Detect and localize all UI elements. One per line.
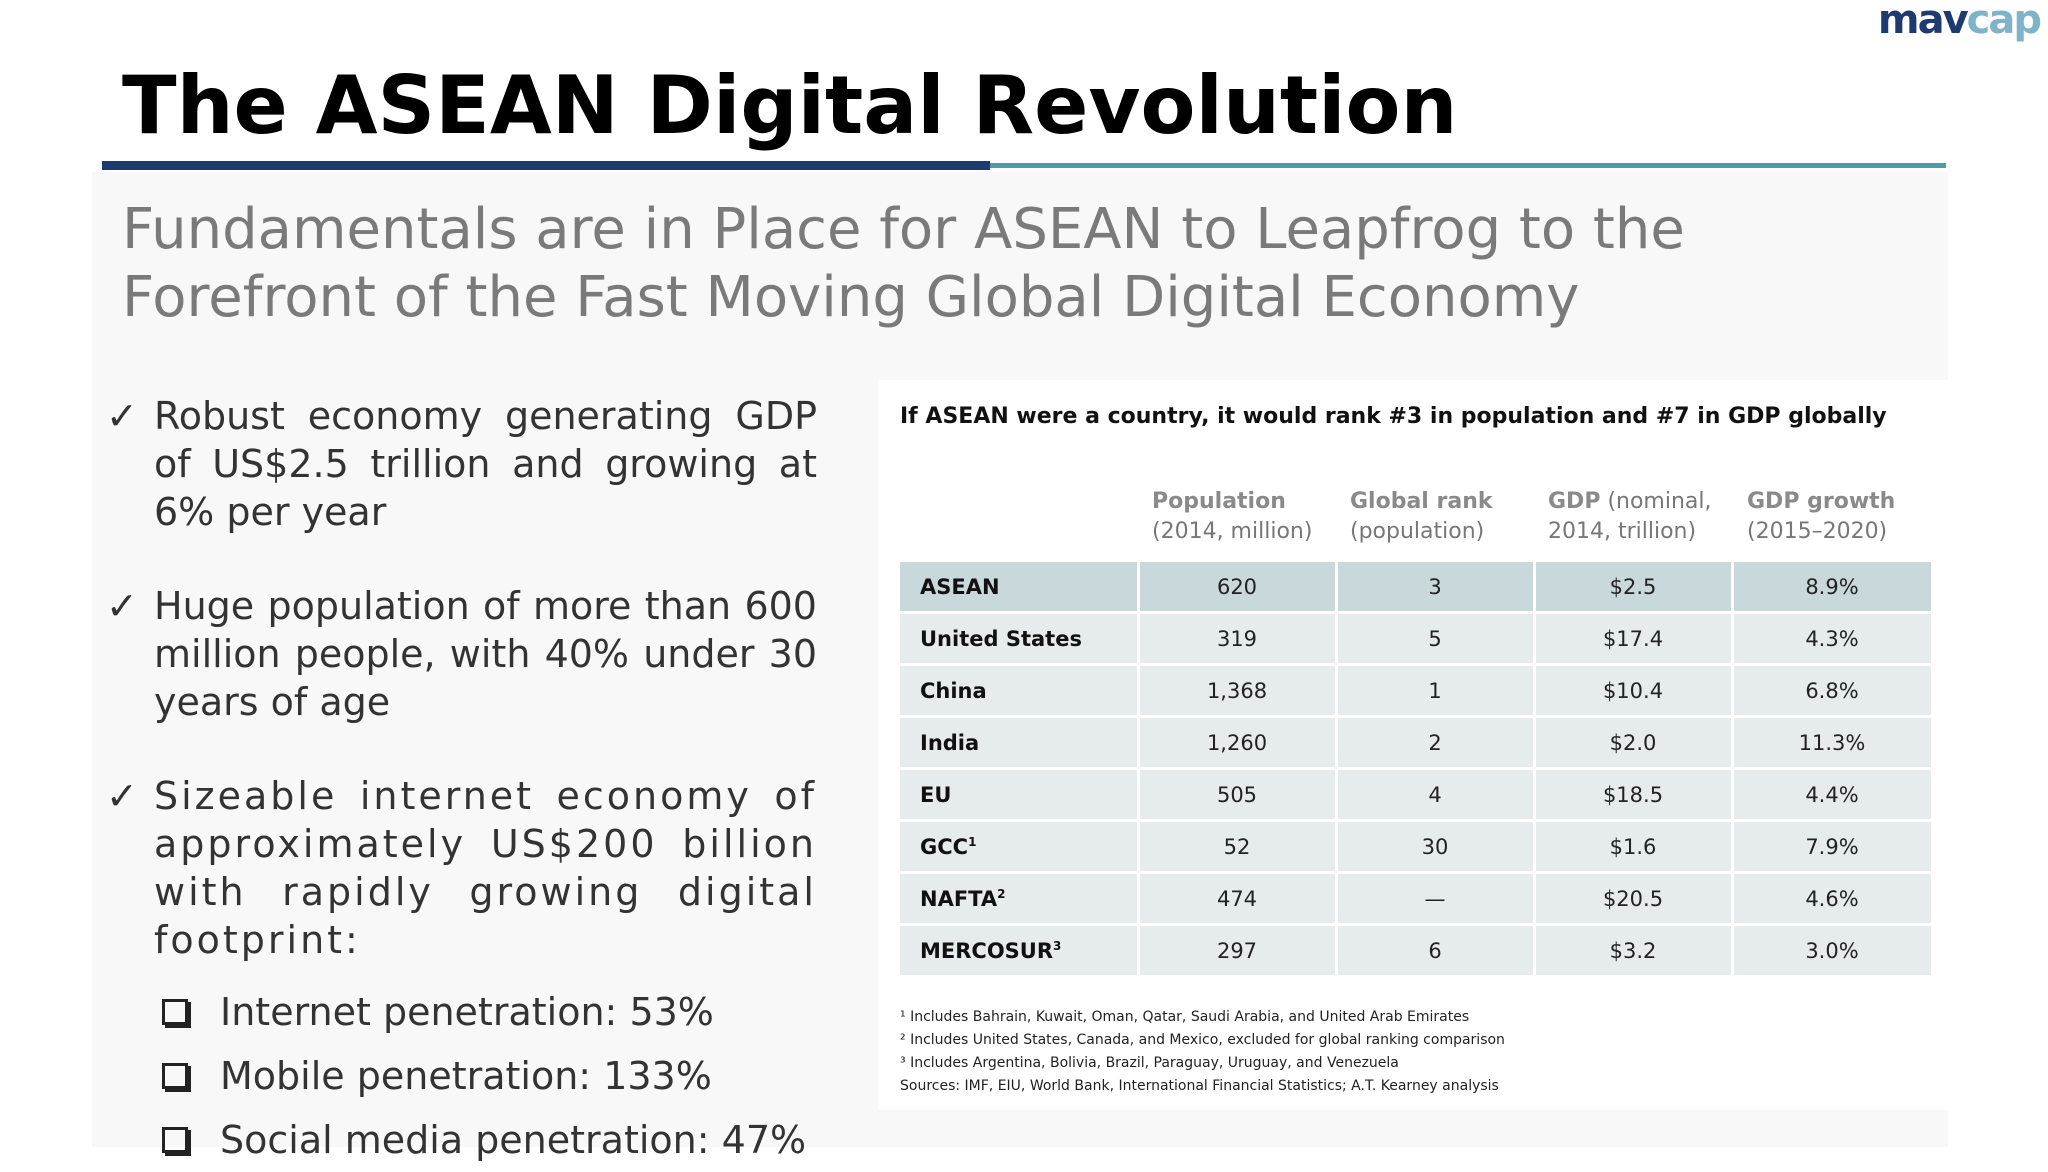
gdp-growth-cell: 4.6% <box>1732 872 1934 926</box>
subitem-label: Social media penetration: <box>220 1118 710 1162</box>
rank-cell: 3 <box>1336 562 1536 614</box>
population-cell: 505 <box>1138 768 1338 822</box>
population-cell: 319 <box>1138 612 1338 666</box>
region-name-cell: EU <box>900 768 1140 822</box>
subitem-value: 53% <box>629 990 714 1034</box>
footnotes: ¹ Includes Bahrain, Kuwait, Oman, Qatar,… <box>900 1006 1505 1098</box>
subitem-label: Mobile penetration: <box>220 1054 592 1098</box>
checkbox-square-icon <box>162 999 188 1025</box>
title-underline-navy <box>102 161 990 170</box>
rank-cell: 2 <box>1336 716 1536 770</box>
checkmark-icon: ✓ <box>106 394 138 438</box>
table-row: India 1,260 2 $2.0 11.3% <box>900 716 1934 770</box>
region-name-cell: MERCOSUR3 <box>900 924 1140 978</box>
gdp-cell: $2.5 <box>1534 562 1734 614</box>
footnote: ³ Includes Argentina, Bolivia, Brazil, P… <box>900 1055 1399 1071</box>
gdp-growth-cell: 3.0% <box>1732 924 1934 978</box>
subitem-value: 47% <box>721 1118 807 1162</box>
rank-cell: 6 <box>1336 924 1536 978</box>
subitem-label: Internet penetration: <box>220 990 618 1034</box>
table-row: United States 319 5 $17.4 4.3% <box>900 612 1934 666</box>
checkmark-icon: ✓ <box>106 584 138 628</box>
gdp-growth-cell: 6.8% <box>1732 664 1934 718</box>
footnote: ² Includes United States, Canada, and Me… <box>900 1032 1505 1048</box>
list-item: Mobile penetration: 133% <box>154 1044 817 1108</box>
title-underline-teal <box>990 163 1946 168</box>
key-points: ✓ Robust economy generating GDP of US$2.… <box>102 392 817 1172</box>
population-cell: 620 <box>1138 562 1338 614</box>
table-row: China 1,368 1 $10.4 6.8% <box>900 664 1934 718</box>
region-name-cell: China <box>900 664 1140 718</box>
population-cell: 52 <box>1138 820 1338 874</box>
rank-cell: — <box>1336 872 1536 926</box>
table-row: ASEAN 620 3 $2.5 8.9% <box>900 562 1934 614</box>
column-header-gdp: GDP (nominal, 2014, trillion) <box>1548 489 1712 544</box>
bullet-text: Huge population of more than 600 million… <box>154 584 817 724</box>
region-name-cell: NAFTA2 <box>900 872 1140 926</box>
mavcap-logo: mavcap <box>1877 0 2042 43</box>
checkmark-icon: ✓ <box>106 774 138 818</box>
gdp-cell: $3.2 <box>1534 924 1734 978</box>
gdp-growth-cell: 8.9% <box>1732 562 1934 614</box>
gdp-cell: $10.4 <box>1534 664 1734 718</box>
gdp-growth-cell: 11.3% <box>1732 716 1934 770</box>
bullet-text: Robust economy generating GDP of US$2.5 … <box>154 394 817 534</box>
bullet-text: Sizeable internet economy of approximate… <box>154 774 817 962</box>
region-name-cell: India <box>900 716 1140 770</box>
gdp-cell: $17.4 <box>1534 612 1734 666</box>
population-cell: 1,368 <box>1138 664 1338 718</box>
sources-note: Sources: IMF, EIU, World Bank, Internati… <box>900 1078 1499 1094</box>
region-name-cell: ASEAN <box>900 562 1140 614</box>
table-row: NAFTA2 474— $20.5 4.6% <box>900 872 1934 926</box>
region-name-cell: GCC1 <box>900 820 1140 874</box>
list-item: Social media penetration: 47% <box>154 1108 817 1172</box>
rank-cell: 30 <box>1336 820 1536 874</box>
gdp-cell: $18.5 <box>1534 768 1734 822</box>
gdp-growth-cell: 4.3% <box>1732 612 1934 666</box>
bullet-point: ✓ Robust economy generating GDP of US$2.… <box>102 392 817 536</box>
table-row: MERCOSUR3 297 6 $3.2 3.0% <box>900 924 1934 978</box>
population-cell: 474 <box>1138 872 1338 926</box>
column-header-gdp-growth: GDP growth (2015–2020) <box>1747 489 1896 544</box>
population-cell: 1,260 <box>1138 716 1338 770</box>
rank-cell: 4 <box>1336 768 1536 822</box>
column-header-population: Population (2014, million) <box>1152 489 1313 544</box>
gdp-cell: $20.5 <box>1534 872 1734 926</box>
column-header-global-rank: Global rank (population) <box>1350 489 1493 544</box>
gdp-cell: $1.6 <box>1534 820 1734 874</box>
footnote: ¹ Includes Bahrain, Kuwait, Oman, Qatar,… <box>900 1009 1470 1025</box>
rank-cell: 1 <box>1336 664 1536 718</box>
bullet-point: ✓ Sizeable internet economy of approxima… <box>102 772 817 964</box>
table-heading: If ASEAN were a country, it would rank #… <box>900 404 1887 429</box>
checkbox-square-icon <box>162 1063 188 1089</box>
subitem-value: 133% <box>603 1054 712 1098</box>
list-item: Internet penetration: 53% <box>154 980 817 1044</box>
rank-cell: 5 <box>1336 612 1536 666</box>
table-row: EU 505 4 $18.5 4.4% <box>900 768 1934 822</box>
comparison-table: ASEAN 620 3 $2.5 8.9% United States 319 5 $17.4 4… <box>900 562 1934 978</box>
gdp-cell: $2.0 <box>1534 716 1734 770</box>
gdp-growth-cell: 7.9% <box>1732 820 1934 874</box>
checkbox-square-icon <box>162 1127 188 1153</box>
gdp-growth-cell: 4.4% <box>1732 768 1934 822</box>
penetration-list: Internet penetration: 53% Mobile penetra… <box>102 980 817 1172</box>
bullet-point: ✓ Huge population of more than 600 milli… <box>102 582 817 726</box>
table-row: GCC1 52 30 $1.6 7.9% <box>900 820 1934 874</box>
region-name-cell: United States <box>900 612 1140 666</box>
slide-subtitle: Fundamentals are in Place for ASEAN to L… <box>122 197 1685 330</box>
slide-title: The ASEAN Digital Revolution <box>122 59 1458 152</box>
population-cell: 297 <box>1138 924 1338 978</box>
